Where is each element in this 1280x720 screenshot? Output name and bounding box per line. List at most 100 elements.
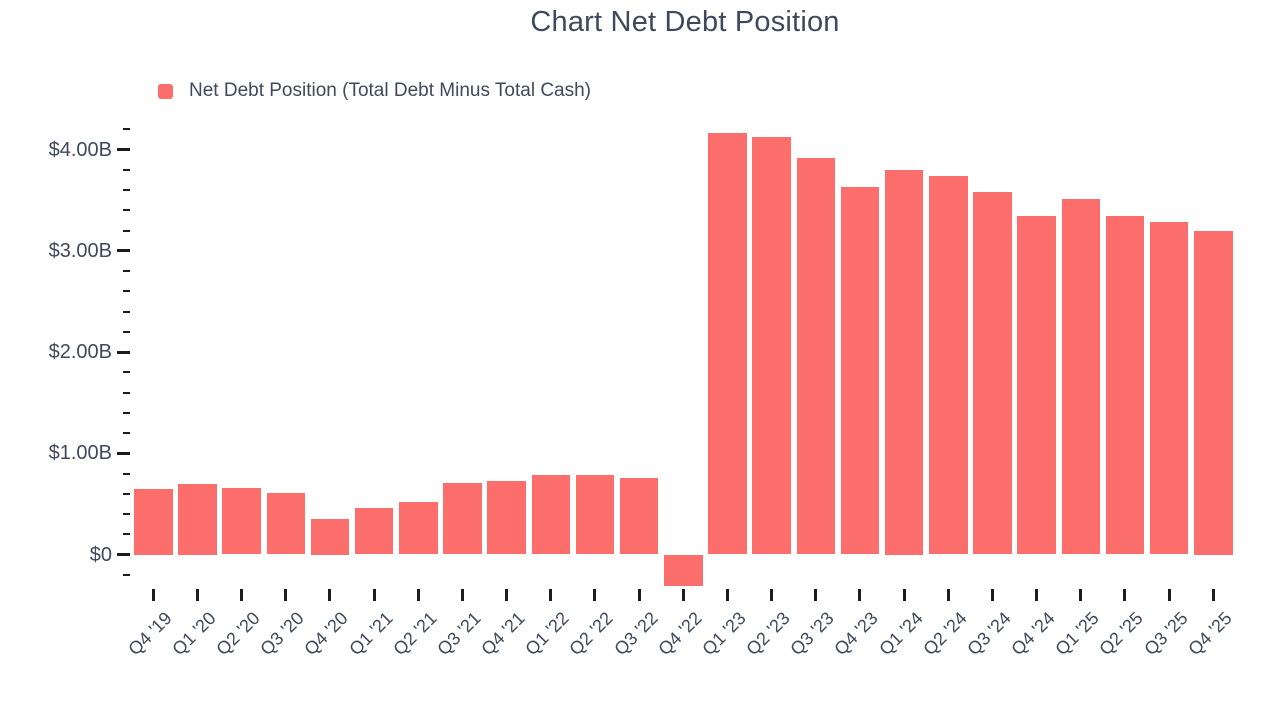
- y-axis-minor-tick: [123, 472, 130, 475]
- legend-swatch: [158, 83, 173, 99]
- bar-q3-21[interactable]: [443, 482, 482, 555]
- legend-item[interactable]: Net Debt Position (Total Debt Minus Tota…: [158, 80, 591, 102]
- y-axis-major-tick: [117, 249, 130, 253]
- x-axis-label: Q1 '24: [874, 608, 927, 660]
- x-axis-tick: [770, 589, 774, 601]
- x-axis-tick: [990, 589, 994, 601]
- x-axis-label: Q2 '22: [565, 608, 618, 660]
- x-axis-tick: [902, 589, 906, 601]
- y-axis-minor-tick: [123, 128, 130, 131]
- bar-q2-24[interactable]: [929, 175, 968, 555]
- x-axis-tick: [372, 589, 376, 601]
- x-axis-tick: [1079, 589, 1083, 601]
- bar-q4-21[interactable]: [487, 480, 526, 555]
- x-axis-label: Q2 '25: [1095, 608, 1148, 660]
- x-axis-label: Q1 '25: [1051, 608, 1103, 660]
- x-axis-label: Q1 '22: [521, 608, 573, 660]
- x-axis-label: Q4 '23: [830, 608, 883, 660]
- x-axis-label: Q3 '23: [786, 608, 838, 660]
- x-axis-label: Q3 '21: [433, 608, 485, 660]
- x-axis-label: Q2 '24: [919, 608, 971, 660]
- bar-q4-22[interactable]: [664, 554, 703, 586]
- x-axis-label: Q1 '23: [698, 608, 750, 660]
- bar-q2-20[interactable]: [222, 487, 261, 555]
- bar-q2-22[interactable]: [575, 474, 615, 555]
- bar-q3-20[interactable]: [266, 492, 305, 555]
- x-axis-tick: [1167, 589, 1171, 601]
- x-axis-tick: [593, 589, 597, 601]
- bar-q4-24[interactable]: [1017, 216, 1056, 555]
- bar-q3-24[interactable]: [973, 192, 1012, 555]
- bar-q1-22[interactable]: [531, 474, 570, 555]
- y-axis-minor-tick: [123, 290, 130, 293]
- y-axis-major-tick: [117, 350, 130, 354]
- y-axis-major-tick: [117, 148, 130, 151]
- x-axis-label: Q4 '22: [654, 608, 706, 660]
- x-axis-tick: [1123, 589, 1127, 601]
- x-axis-tick: [284, 589, 288, 601]
- bar-q4-19[interactable]: [134, 488, 173, 555]
- y-axis-minor-tick: [123, 371, 130, 374]
- x-axis-tick: [416, 589, 420, 601]
- x-axis-label: Q3 '25: [1139, 608, 1192, 660]
- x-axis-tick: [328, 589, 332, 601]
- y-axis-major-tick: [117, 451, 130, 455]
- y-axis-label: $1.00B: [48, 442, 112, 465]
- bar-q1-24[interactable]: [884, 169, 924, 555]
- x-axis-label: Q3 '24: [963, 608, 1015, 660]
- bar-q4-20[interactable]: [310, 519, 350, 555]
- bar-q3-23[interactable]: [796, 157, 835, 555]
- y-axis-minor-tick: [123, 391, 130, 394]
- x-axis-label: Q4 '24: [1007, 608, 1059, 660]
- x-axis-tick: [460, 589, 464, 601]
- x-axis-tick: [505, 589, 509, 601]
- y-axis-minor-tick: [123, 411, 130, 414]
- y-axis-label: $2.00B: [48, 341, 112, 363]
- x-axis-tick: [1035, 589, 1039, 601]
- x-axis-tick: [151, 589, 155, 601]
- x-axis-label: Q1 '20: [168, 608, 220, 660]
- bar-q1-25[interactable]: [1061, 199, 1100, 555]
- bar-q2-21[interactable]: [399, 501, 438, 555]
- x-axis-label: Q4 '21: [477, 608, 529, 660]
- y-axis-major-tick: [117, 553, 130, 556]
- x-axis-tick: [814, 589, 818, 601]
- legend-label: Net Debt Position (Total Debt Minus Tota…: [189, 80, 591, 101]
- x-axis-tick: [637, 589, 641, 601]
- bar-q4-23[interactable]: [840, 186, 880, 555]
- x-axis-tick: [946, 589, 950, 601]
- x-axis-label: Q4 '25: [1184, 608, 1236, 660]
- x-axis-tick: [1211, 589, 1215, 601]
- bar-q1-23[interactable]: [708, 133, 747, 555]
- bar-q2-25[interactable]: [1105, 216, 1145, 555]
- bar-q2-23[interactable]: [752, 137, 791, 555]
- bar-q3-25[interactable]: [1149, 222, 1189, 555]
- bar-q4-25[interactable]: [1194, 230, 1233, 555]
- chart-title: Chart Net Debt Position: [530, 6, 840, 38]
- y-axis-minor-tick: [123, 209, 130, 212]
- y-axis-minor-tick: [123, 492, 130, 495]
- x-axis-label: Q4 '19: [124, 608, 176, 660]
- x-axis-tick: [681, 589, 685, 601]
- x-axis-label: Q1 '21: [344, 608, 397, 660]
- y-axis-minor-tick: [123, 270, 130, 272]
- y-axis-minor-tick: [123, 330, 130, 333]
- y-axis-minor-tick: [123, 168, 130, 171]
- bar-q3-22[interactable]: [619, 477, 659, 555]
- y-axis-minor-tick: [123, 310, 130, 313]
- y-axis-minor-tick: [123, 229, 130, 232]
- x-axis-tick: [549, 589, 553, 601]
- x-axis-tick: [195, 589, 199, 601]
- x-axis-tick: [858, 589, 862, 601]
- x-axis-label: Q3 '22: [609, 608, 662, 660]
- y-axis-minor-tick: [123, 573, 130, 576]
- y-axis-label: $4.00B: [48, 138, 112, 161]
- y-axis-minor-tick: [123, 432, 130, 434]
- x-axis-tick: [240, 589, 244, 601]
- bar-q1-21[interactable]: [354, 507, 394, 555]
- y-axis-minor-tick: [123, 189, 130, 191]
- bar-q1-20[interactable]: [178, 483, 217, 555]
- y-axis-label: $3.00B: [48, 239, 112, 262]
